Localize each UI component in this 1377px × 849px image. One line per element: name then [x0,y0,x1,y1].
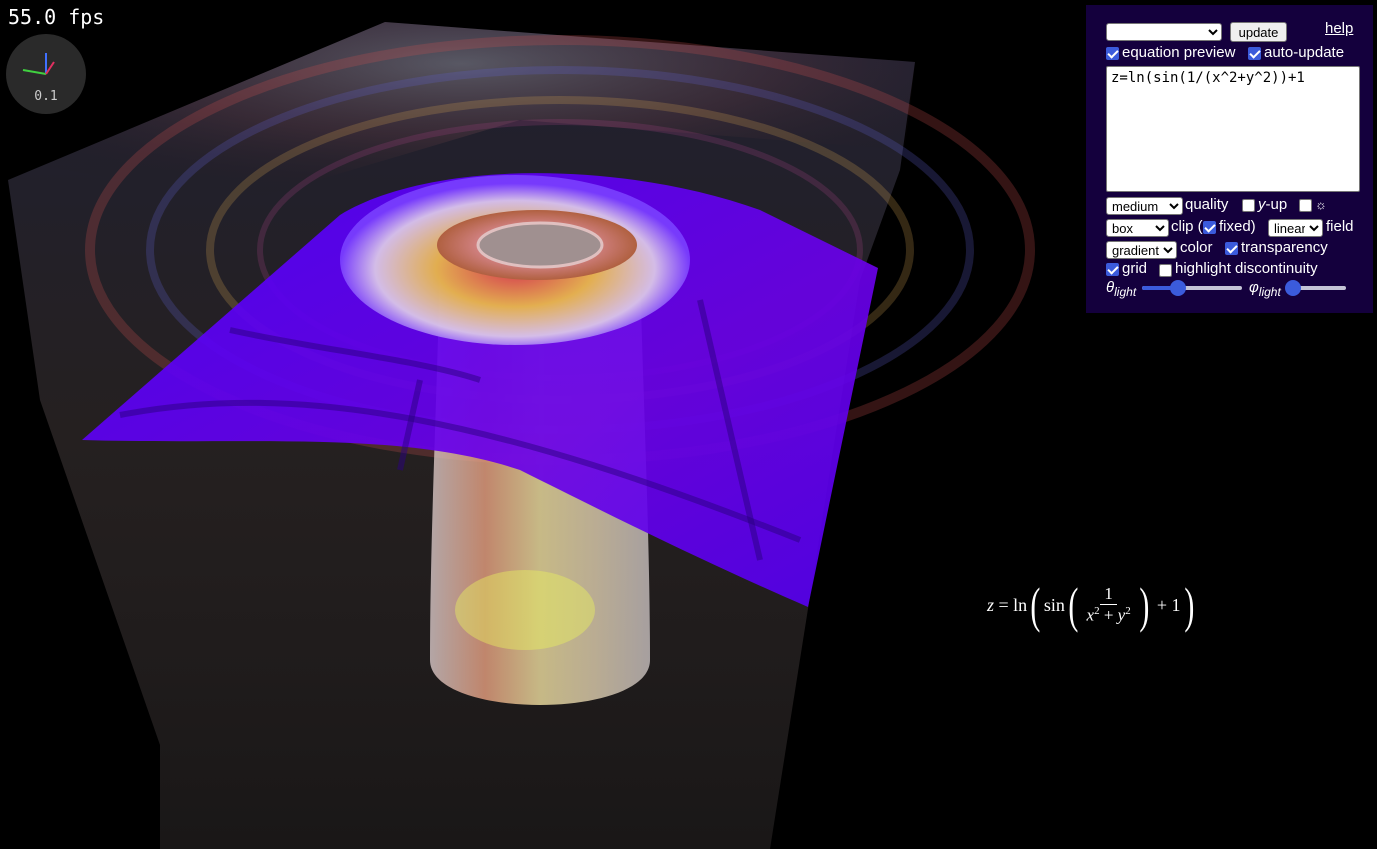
auto-update-checkbox[interactable] [1248,47,1261,60]
field-label: field [1326,218,1354,235]
equation-input[interactable]: z=ln(sin(1/(x^2+y^2))+1 [1106,66,1360,192]
quality-label: quality [1185,196,1229,213]
axes-icon [22,53,55,75]
update-button[interactable]: update [1230,22,1287,42]
lighting-checkbox[interactable] [1299,199,1312,212]
transparency-label: transparency [1241,239,1328,256]
sun-icon: ☼ [1315,197,1327,212]
equation-preview-checkbox[interactable] [1106,47,1119,60]
theta-light-slider[interactable] [1142,280,1242,296]
phi-light-label: φlight [1249,279,1281,299]
cylinder-bottom-glow [455,570,595,650]
transparency-checkbox[interactable] [1225,242,1238,255]
equation-fraction: 1 x2 + y2 [1086,584,1131,625]
clip-fixed-label: fixed) [1219,218,1256,235]
help-link[interactable]: help [1325,20,1354,37]
highlight-discontinuity-checkbox[interactable] [1159,264,1172,277]
surface-grid-lines [119,299,802,561]
auto-update-label: auto-update [1264,44,1345,61]
highlight-discontinuity-label: highlight discontinuity [1175,260,1318,277]
y-up-label: y-up [1258,196,1288,213]
grid-checkbox[interactable] [1106,263,1119,276]
bounding-box-top-rings [8,22,915,230]
preset-select[interactable] [1106,23,1222,41]
control-panel: update help equation preview auto-update… [1086,5,1373,313]
axes-gizmo[interactable]: 0.1 [6,34,86,114]
color-select[interactable]: gradient [1106,241,1177,259]
fps-counter: 55.0 fps [8,5,105,29]
clip-fixed-checkbox[interactable] [1203,221,1216,234]
color-label: color [1180,239,1213,256]
cylinder-top-inner [476,221,604,269]
equation-preview-label: equation preview [1122,44,1236,61]
y-up-checkbox[interactable] [1242,199,1255,212]
quality-select[interactable]: medium [1106,197,1183,215]
equation-preview: z = ln ( sin ( 1 x2 + y2 ) + 1 ) [987,577,1194,633]
clip-select[interactable]: box [1106,219,1169,237]
field-select[interactable]: linear [1268,219,1323,237]
grid-label: grid [1122,260,1148,277]
clip-label: clip ( [1171,218,1203,235]
theta-light-label: θlight [1106,279,1137,299]
axes-scale-label: 0.1 [34,89,58,104]
phi-light-slider[interactable] [1285,280,1346,296]
